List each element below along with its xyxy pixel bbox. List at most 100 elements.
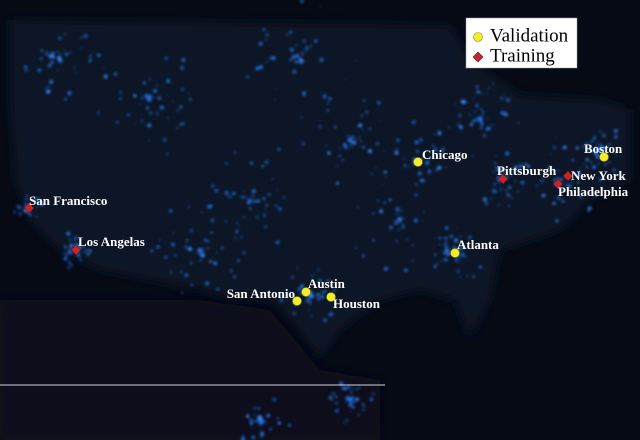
light [416, 150, 420, 153]
light [482, 197, 487, 202]
light [24, 68, 28, 72]
light [402, 157, 406, 161]
light [612, 168, 616, 173]
light [180, 65, 185, 71]
light [458, 258, 461, 261]
light [351, 395, 354, 398]
light [372, 238, 375, 242]
light [249, 418, 254, 423]
light [73, 237, 77, 241]
light [383, 150, 386, 152]
light [541, 193, 546, 198]
light [375, 141, 380, 146]
light [268, 56, 273, 61]
light [354, 139, 357, 142]
light [228, 195, 232, 199]
light [431, 172, 433, 174]
city-label: Atlanta [457, 237, 499, 252]
light [454, 102, 457, 105]
light [407, 165, 411, 168]
light [35, 196, 38, 200]
light [584, 141, 588, 146]
light [589, 192, 592, 195]
light [134, 122, 136, 125]
light [604, 146, 608, 150]
city-label: Pittsburgh [497, 163, 557, 178]
light [495, 166, 499, 170]
legend-box [465, 17, 578, 69]
light [503, 112, 508, 117]
city-label: San Francisco [29, 193, 107, 208]
light [374, 166, 377, 168]
light [433, 147, 438, 152]
light [492, 170, 495, 173]
light [259, 433, 265, 438]
light [505, 151, 510, 156]
light [377, 199, 380, 202]
light [535, 184, 539, 187]
light [62, 252, 64, 254]
light [44, 51, 49, 56]
light [233, 151, 237, 154]
light [292, 311, 297, 316]
light [598, 177, 603, 182]
light [589, 142, 592, 145]
light [47, 63, 52, 68]
light [403, 163, 407, 167]
light [444, 236, 448, 240]
light [554, 218, 559, 223]
light [275, 240, 280, 245]
light [473, 111, 476, 114]
light [32, 198, 36, 202]
light [582, 162, 585, 166]
light [459, 275, 462, 278]
light [300, 115, 303, 119]
light [49, 79, 54, 84]
light [13, 210, 16, 214]
light [332, 288, 336, 292]
light [332, 392, 336, 395]
light [460, 131, 463, 133]
light [460, 257, 462, 260]
light [156, 245, 160, 249]
light [254, 419, 259, 423]
light [327, 100, 330, 103]
light [307, 299, 311, 303]
light [295, 44, 298, 47]
light [56, 69, 59, 72]
city-marker [326, 292, 336, 302]
light [36, 205, 39, 208]
light [265, 203, 269, 207]
light [265, 422, 268, 425]
light [152, 96, 155, 99]
light [264, 208, 267, 211]
light [472, 275, 475, 278]
city-label: Philadelphia [558, 184, 629, 199]
light [358, 386, 361, 389]
light [376, 100, 381, 105]
light [587, 206, 592, 211]
light [469, 122, 474, 126]
light [396, 138, 400, 142]
light [309, 45, 312, 48]
light [562, 179, 565, 182]
light [248, 198, 252, 203]
light [159, 239, 161, 241]
light [240, 437, 246, 440]
light [587, 209, 590, 212]
light [286, 33, 288, 36]
light [85, 248, 89, 251]
light [157, 96, 162, 101]
light [481, 110, 485, 114]
light [436, 262, 439, 265]
light [302, 39, 307, 44]
light [499, 188, 503, 191]
light [198, 248, 202, 252]
light [235, 230, 239, 234]
light [494, 166, 496, 168]
light [326, 279, 330, 283]
light [555, 137, 557, 139]
light [577, 181, 580, 184]
light [493, 161, 497, 165]
light [613, 150, 618, 155]
